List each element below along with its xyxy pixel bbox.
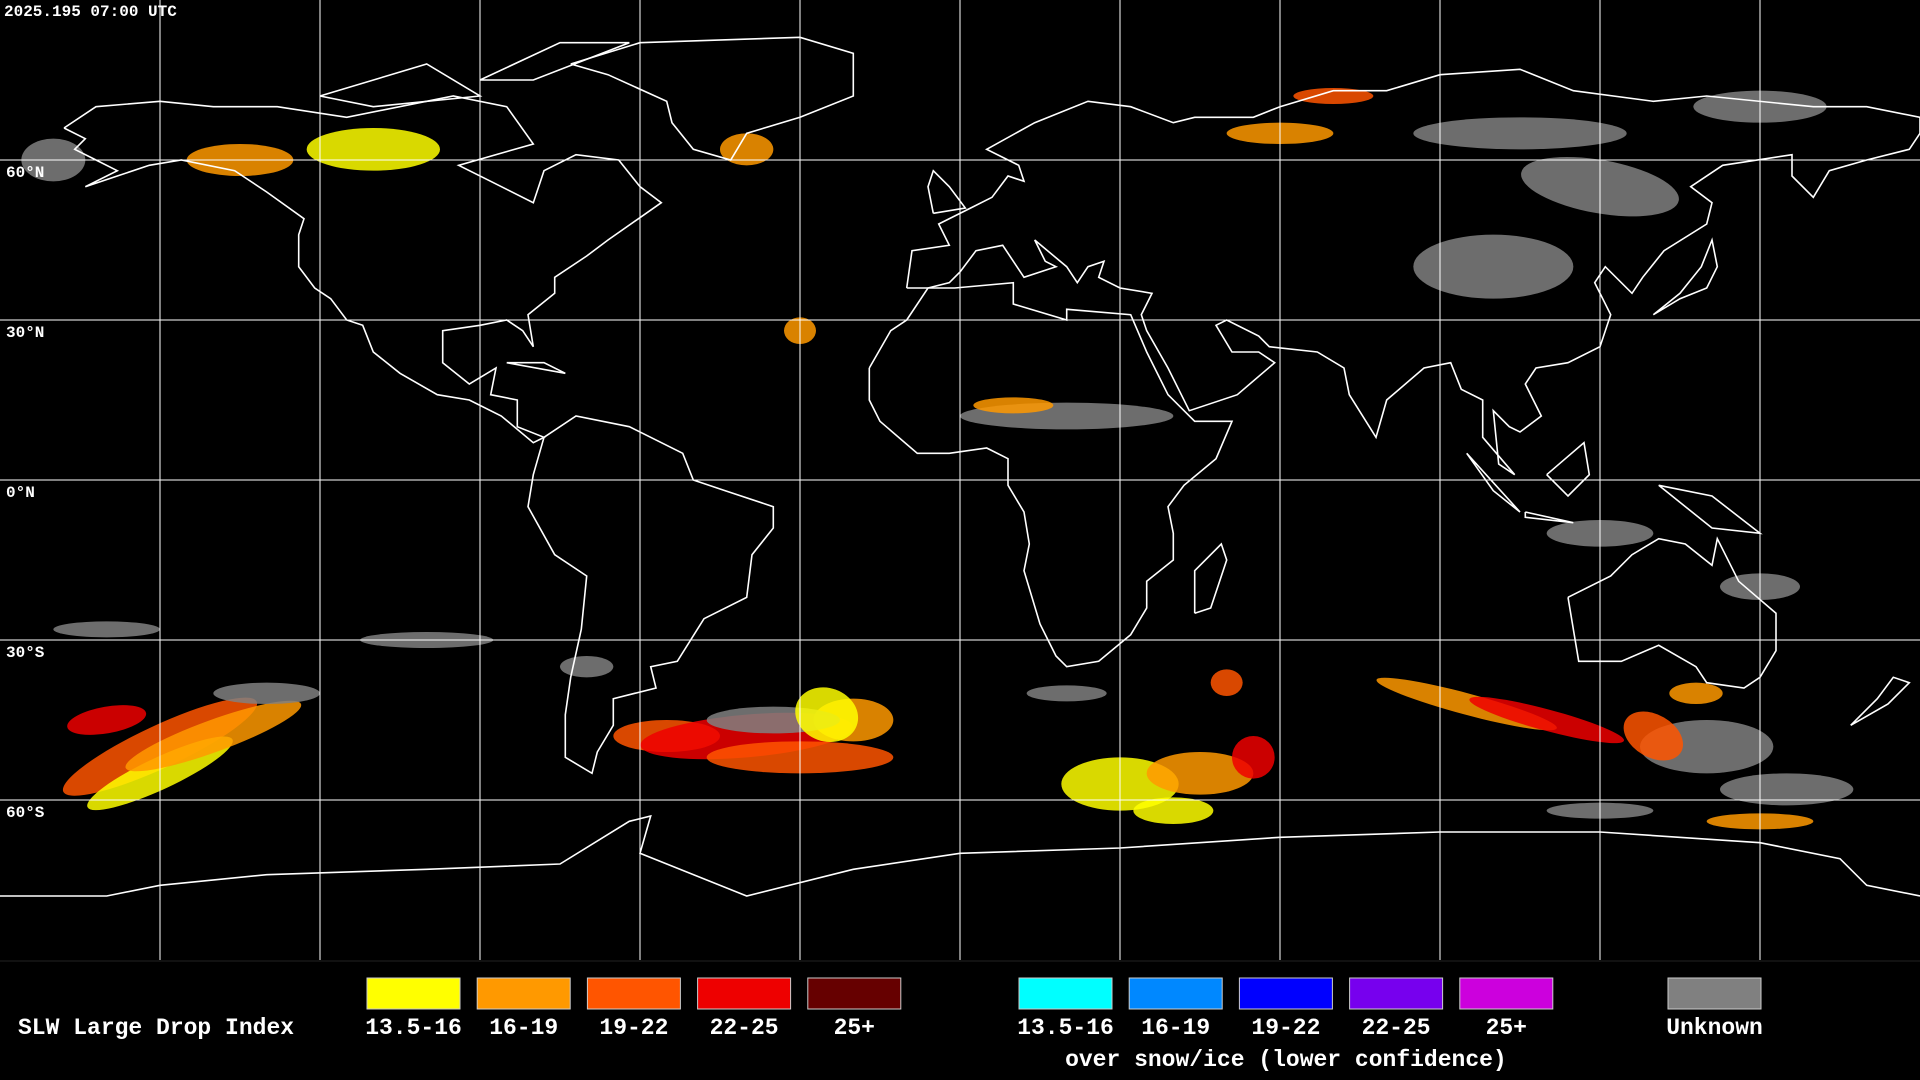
- coastline: [1546, 441, 1591, 498]
- latitude-label: 30°N: [6, 324, 44, 342]
- coastline: [479, 41, 630, 81]
- cloud-region: [1146, 752, 1254, 795]
- cloud-region: [973, 397, 1054, 414]
- cloud-region: [67, 705, 147, 735]
- coastline: [868, 281, 1234, 668]
- latitude-label: 0°N: [6, 484, 35, 502]
- legend-swatch: [366, 977, 461, 1010]
- legend-swatch: [1349, 977, 1444, 1010]
- coastline: [506, 361, 566, 375]
- legend-title: SLW Large Drop Index: [18, 1015, 294, 1041]
- coastline: [1193, 542, 1228, 615]
- cloud-region: [1623, 711, 1684, 761]
- cloud-region: [306, 127, 440, 171]
- coastline: [527, 415, 775, 775]
- legend-label: 22-25: [1362, 1015, 1431, 1041]
- legend-label: 19-22: [599, 1015, 668, 1041]
- latitude-label: 60°S: [6, 804, 45, 822]
- cloud-region: [1232, 736, 1275, 779]
- legend-swatch: [1128, 977, 1223, 1010]
- legend-swatch: [586, 977, 681, 1010]
- coastline: [63, 95, 663, 444]
- legend-swatch: [697, 977, 792, 1010]
- cloud-region: [1210, 669, 1243, 697]
- cloud-region: [1293, 88, 1374, 104]
- legend-swatch: [807, 977, 902, 1010]
- legend-swatch: [1018, 977, 1113, 1010]
- cloud-region: [720, 133, 774, 166]
- cloud-region: [1413, 117, 1627, 150]
- coastline: [1850, 676, 1911, 726]
- cloud-region: [1133, 797, 1214, 825]
- cloud-region: [560, 656, 614, 678]
- cloud-region: [1413, 234, 1574, 299]
- legend-label: 13.5-16: [1017, 1015, 1114, 1041]
- cloud-region: [213, 682, 320, 704]
- legend-label: Unknown: [1666, 1015, 1763, 1041]
- graticule: 60°N 30°N 0°N 30°S 60°S: [0, 0, 1920, 960]
- legend-swatch: [1667, 977, 1762, 1010]
- coastline: [1524, 511, 1574, 524]
- cloud-region: [1469, 696, 1624, 744]
- cloud-region: [1669, 682, 1723, 704]
- legend-label: 13.5-16: [365, 1015, 462, 1041]
- legend-swatch: [476, 977, 571, 1010]
- cloud-region: [1720, 773, 1854, 806]
- legend-swatch: [1238, 977, 1333, 1010]
- coastline: [1652, 237, 1719, 316]
- legend-caption: over snow/ice (lower confidence): [1065, 1047, 1507, 1073]
- legend-swatch: [1459, 977, 1554, 1010]
- coastline: [1466, 452, 1521, 513]
- latitude-label: 60°N: [6, 164, 44, 182]
- cloud-region: [53, 621, 161, 638]
- legend-label: 22-25: [710, 1015, 779, 1041]
- cloud-region: [795, 687, 859, 743]
- legend: SLW Large Drop Index 13.5-16 16-19 19-22 22-…: [0, 960, 1920, 1073]
- legend-label: 19-22: [1251, 1015, 1320, 1041]
- cloud-region: [1026, 685, 1107, 702]
- timestamp: 2025.195 07:00 UTC: [4, 3, 177, 21]
- cloud-region: [125, 700, 302, 772]
- coastline: [905, 68, 1920, 476]
- legend-label: 25+: [834, 1015, 875, 1041]
- legend-label: 16-19: [1141, 1015, 1210, 1041]
- legend-label: 16-19: [489, 1015, 558, 1041]
- legend-label: 25+: [1486, 1015, 1527, 1041]
- coastline: [1567, 536, 1777, 689]
- latitude-label: 30°S: [6, 644, 45, 662]
